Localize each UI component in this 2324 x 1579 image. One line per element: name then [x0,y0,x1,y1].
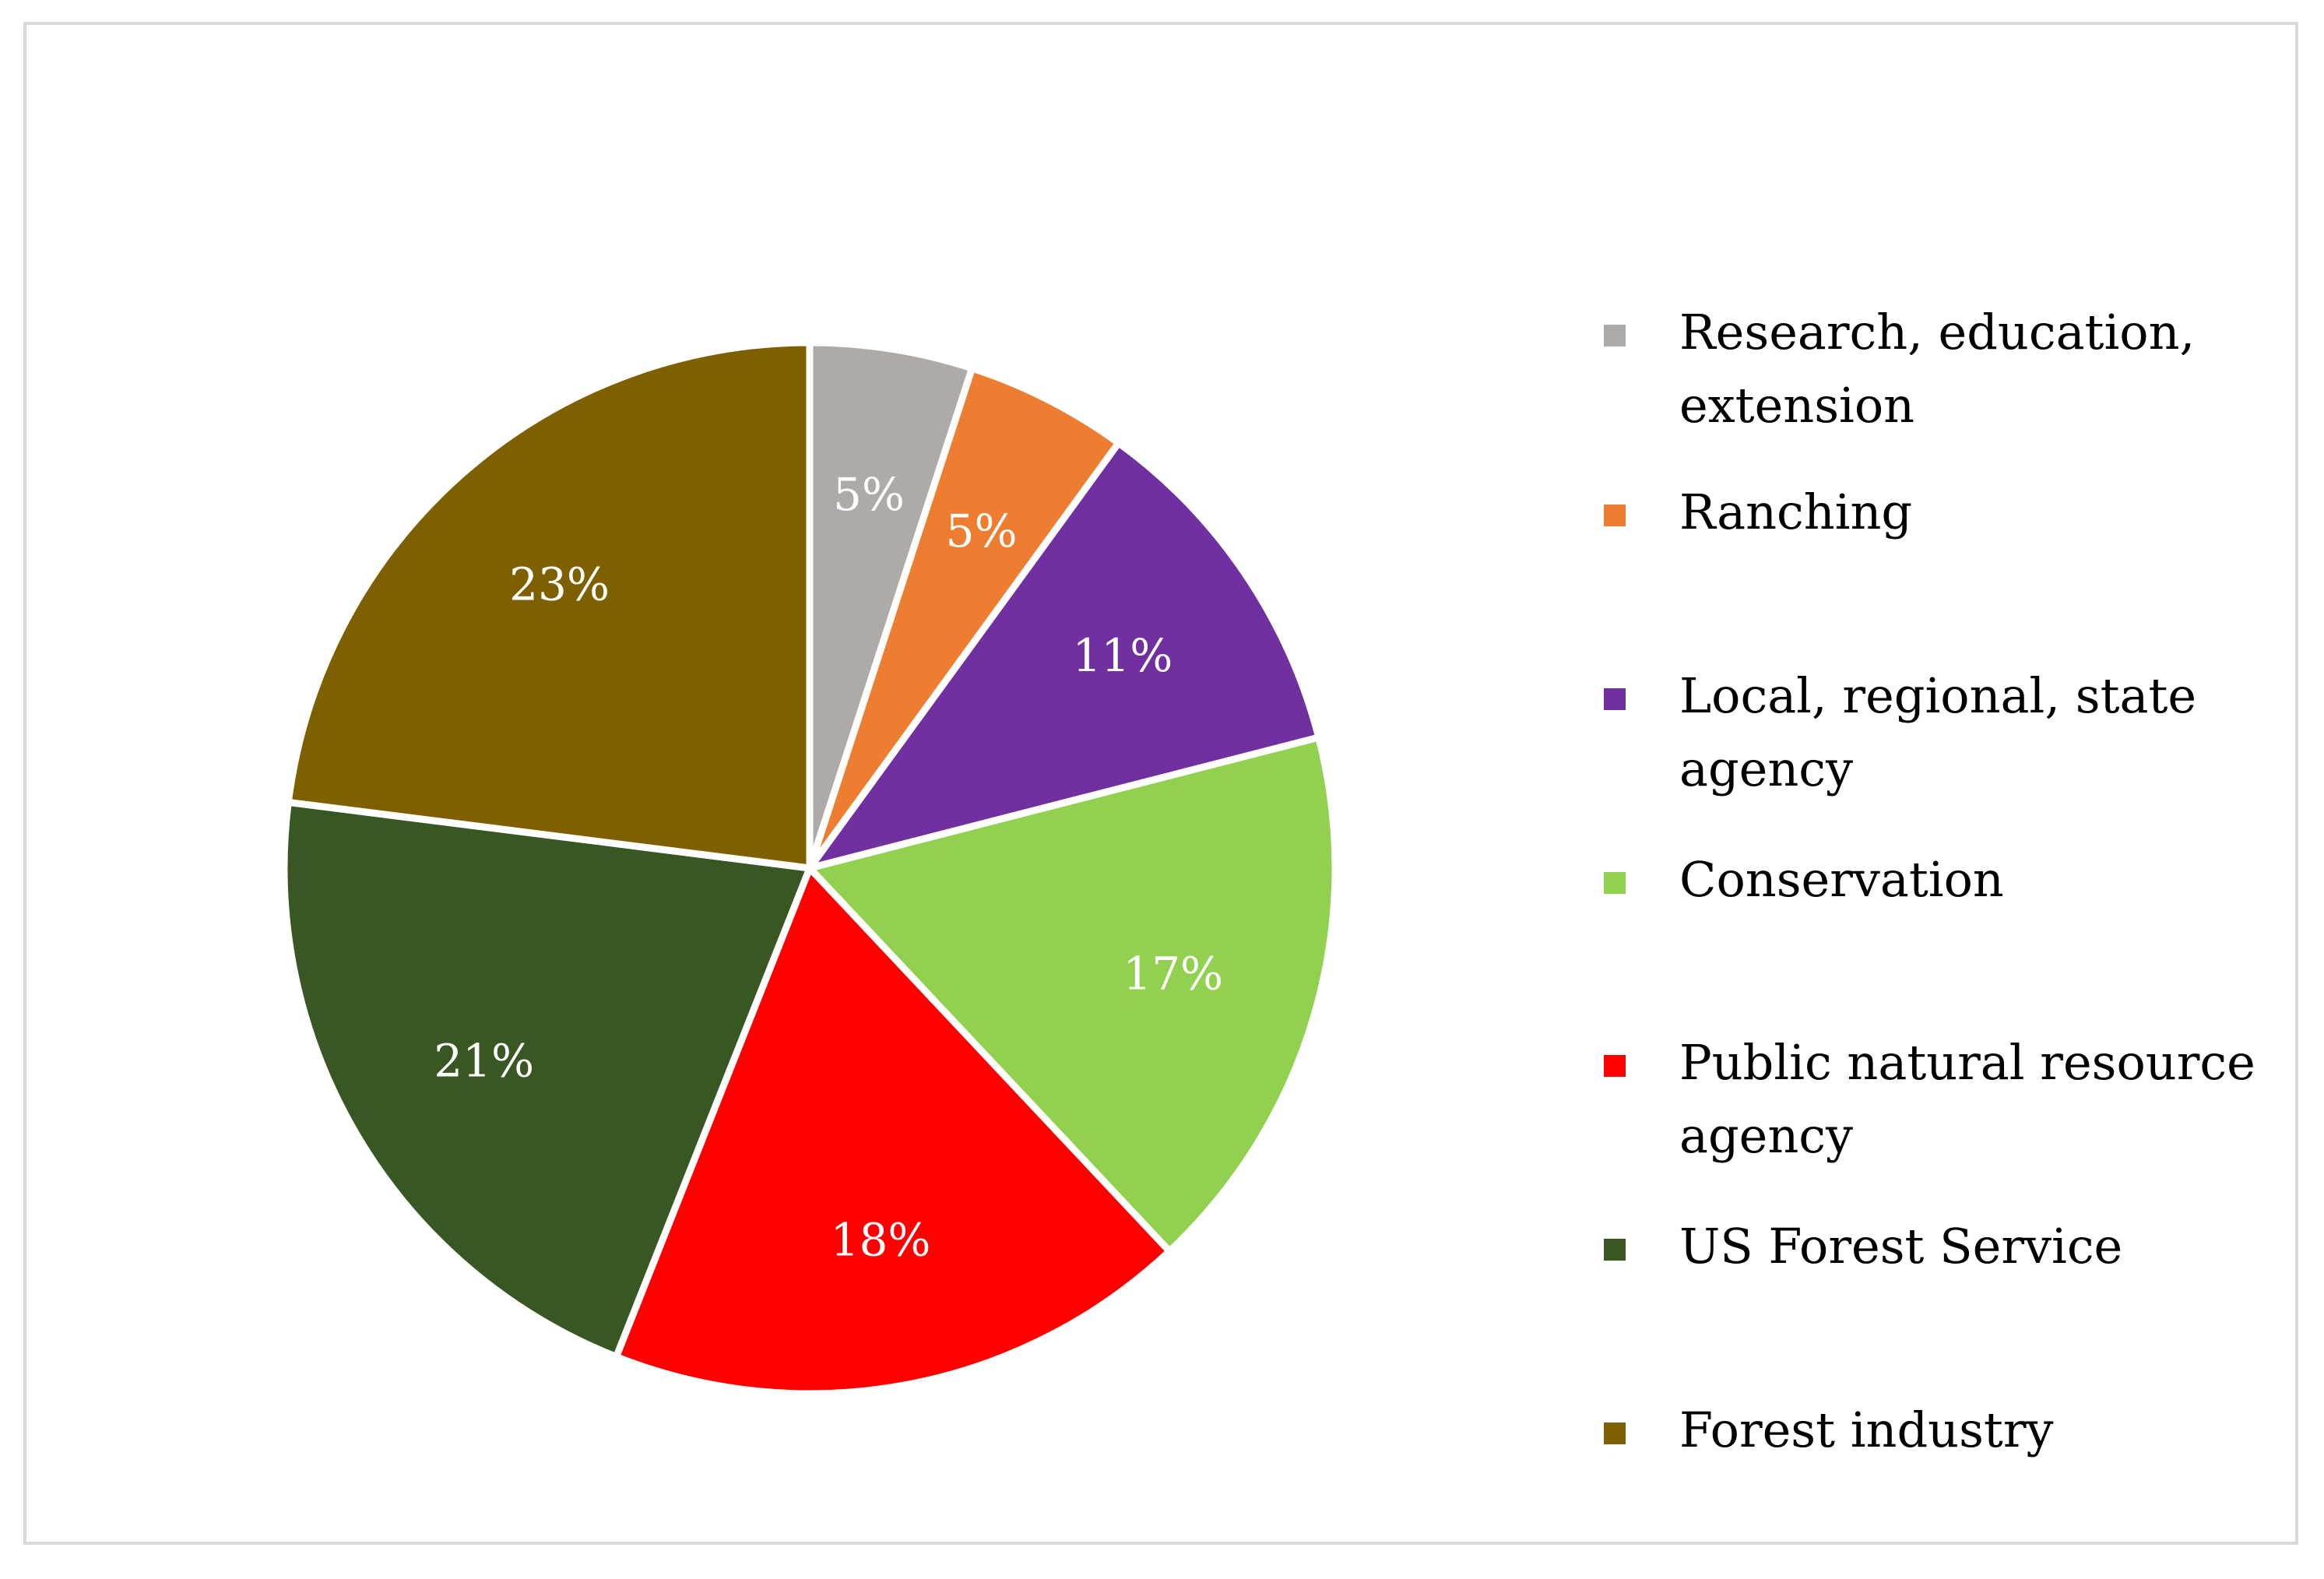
legend-label: US Forest Service [1679,1218,2123,1275]
legend-swatch [1604,325,1626,346]
legend: Research, education, extension Ranching Lo… [1604,0,2273,1579]
data-label-ranching: 5% [946,505,1018,557]
legend-label: Ranching [1679,484,1913,540]
pie-slice-ranching [806,364,1123,872]
data-label-us-forest-service: 21% [434,1034,534,1087]
legend-swatch [1604,688,1626,710]
pie-data-labels: 5% 5% 11% 17% 18% 21% 23% [434,468,1223,1266]
data-label-forest-industry: 23% [509,557,610,610]
legend-swatch [1604,1423,1626,1444]
legend-swatch [1604,505,1626,526]
legend-swatch [1604,1239,1626,1261]
legend-label: Local, regional, state agency [1679,667,2197,797]
pie-slice-conservation [806,733,1339,1255]
data-label-public-natural-resource-agency: 18% [831,1213,931,1266]
data-label-research-education-extension: 5% [833,468,905,521]
pie-slice-forest-industry [284,339,814,872]
legend-swatch [1604,1055,1626,1077]
legend-swatch [1604,872,1626,894]
legend-label: Research, education, extension [1679,304,2196,434]
legend-label: Forest industry [1679,1401,2054,1458]
data-label-conservation: 17% [1123,948,1223,1001]
pie-slices [280,339,1339,1398]
pie-slice-public-natural-resource-agency [613,864,1173,1398]
legend-label: Public natural resource agency [1679,1034,2255,1164]
pie-slice-local-regional-state-agency [806,439,1323,872]
legend-label: Conservation [1679,851,2004,908]
data-label-local-regional-state-agency: 11% [1072,629,1173,682]
pie-slice-us-forest-service [280,798,814,1361]
